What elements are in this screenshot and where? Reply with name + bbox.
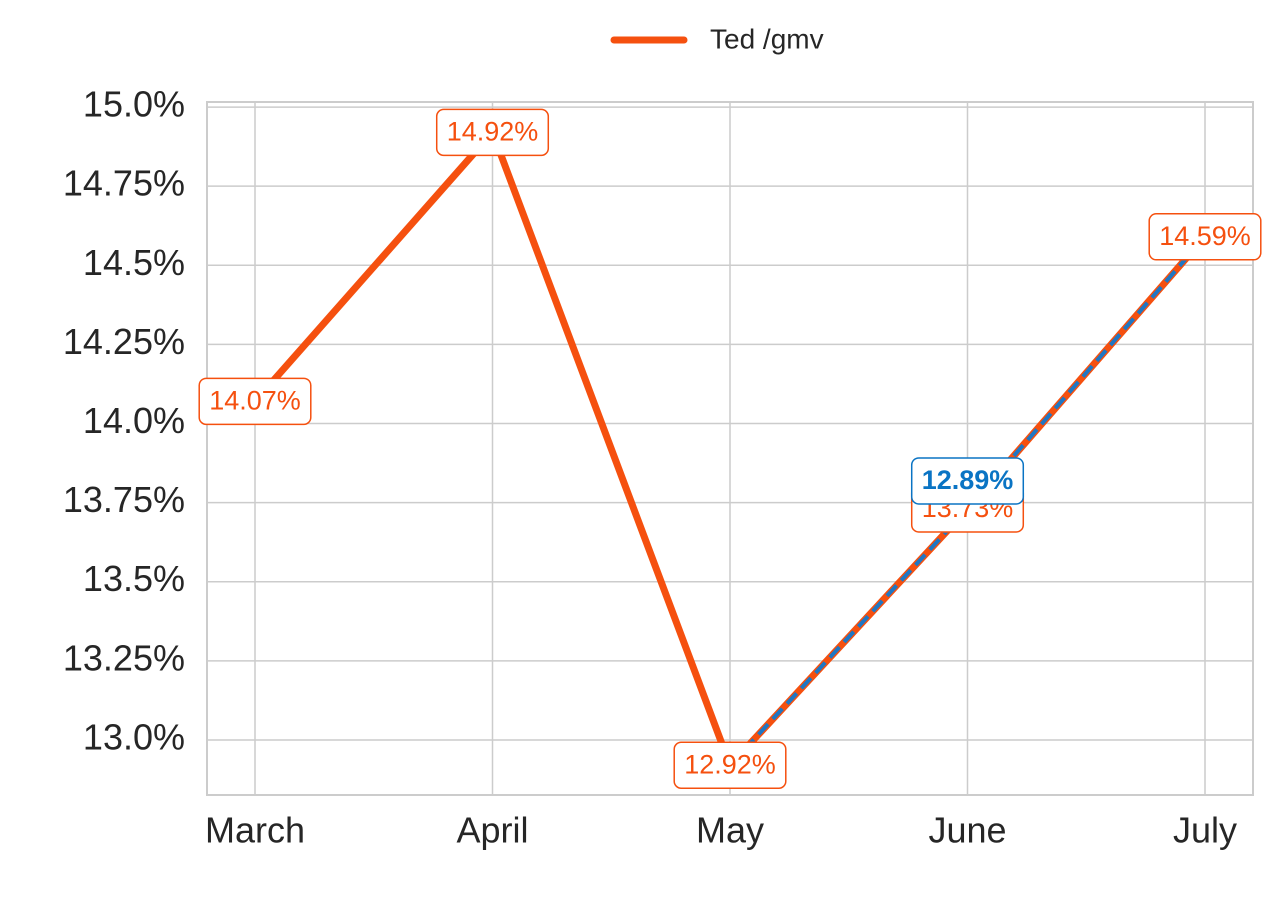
label-box <box>198 377 312 426</box>
x-tick-label: March <box>205 810 305 851</box>
x-tick-label: July <box>1173 810 1237 851</box>
y-tick-label: 13.75% <box>63 479 185 520</box>
x-tick-label: April <box>456 810 528 851</box>
label-box <box>1148 213 1262 261</box>
y-tick-label: 13.0% <box>83 716 185 757</box>
label-box <box>435 108 550 157</box>
data-label: 14.59% <box>1148 213 1262 261</box>
label-text: 14.59% <box>1159 221 1251 251</box>
x-tick-label: May <box>696 810 764 851</box>
label-box <box>910 457 1025 505</box>
x-tick-label: June <box>928 810 1006 851</box>
y-tick-label: 14.5% <box>83 242 185 283</box>
data-label: 14.92% <box>435 108 550 157</box>
y-tick-label: 13.25% <box>63 637 185 678</box>
data-label: 14.07% <box>198 377 312 426</box>
y-tick-label: 15.0% <box>83 84 185 125</box>
label-text: 14.92% <box>447 117 539 147</box>
plot-frame <box>206 101 1254 796</box>
legend-label: Ted /gmv <box>710 23 824 54</box>
label-box <box>673 741 787 790</box>
y-tick-label: 13.5% <box>83 558 185 599</box>
y-tick-label: 14.25% <box>63 321 185 362</box>
y-tick-label: 14.75% <box>63 163 185 204</box>
data-label: 12.92% <box>673 741 787 790</box>
label-text: 12.92% <box>684 749 776 779</box>
label-text: 12.89% <box>922 465 1014 495</box>
y-tick-label: 14.0% <box>83 400 185 441</box>
data-label: 12.89% <box>910 457 1025 505</box>
label-text: 14.07% <box>209 385 301 415</box>
